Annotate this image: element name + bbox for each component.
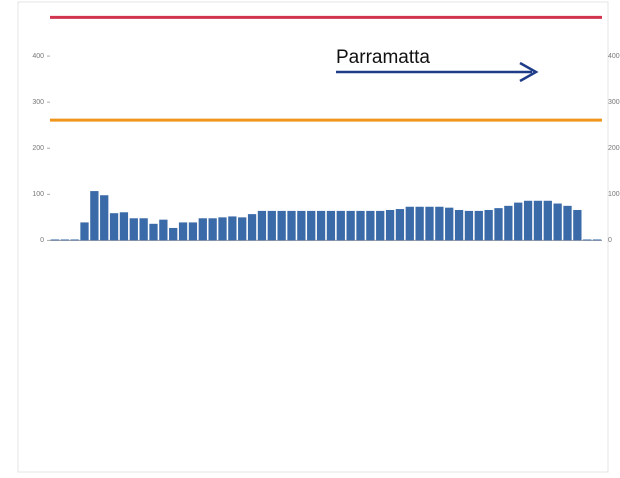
bar — [80, 222, 89, 241]
bar — [563, 205, 572, 241]
bar — [257, 210, 267, 241]
bar — [60, 239, 69, 241]
bar — [178, 222, 188, 241]
bar — [287, 210, 296, 241]
bar — [385, 209, 395, 241]
bar — [435, 206, 444, 241]
bar — [445, 207, 454, 241]
bar — [277, 210, 286, 241]
bar — [169, 227, 178, 241]
y2-tick-label: 400 — [608, 53, 620, 60]
bar — [90, 191, 99, 241]
bar — [238, 217, 247, 241]
bar — [336, 210, 345, 241]
y-tick-label: 200 — [32, 145, 44, 152]
bar — [129, 218, 138, 241]
bar — [376, 210, 385, 241]
annotation: Parramatta — [336, 47, 430, 68]
bar — [297, 210, 306, 241]
bar — [247, 214, 257, 241]
bar — [474, 210, 483, 241]
bar — [543, 200, 552, 241]
bar — [425, 206, 434, 241]
bar — [119, 212, 129, 241]
bar — [395, 209, 405, 241]
y2-tick-label: 300 — [608, 99, 620, 106]
bar — [415, 206, 424, 241]
y-tick-label: 0 — [40, 237, 44, 244]
bar — [366, 210, 375, 241]
bar — [533, 200, 543, 241]
bar — [109, 213, 119, 241]
y-tick-label: 300 — [32, 99, 44, 106]
bar — [267, 210, 276, 241]
frame — [17, 1, 609, 473]
bar — [70, 239, 79, 241]
bar — [326, 210, 336, 241]
y2-tick-label: 200 — [608, 145, 620, 152]
bar — [307, 210, 316, 241]
bar — [198, 218, 207, 241]
y2-tick-label: 100 — [608, 191, 620, 198]
bar — [553, 203, 562, 241]
bar — [50, 239, 60, 241]
bar — [464, 210, 474, 241]
bar — [583, 239, 592, 241]
bar — [218, 217, 227, 241]
bar — [159, 219, 168, 241]
bar — [405, 206, 414, 241]
bar — [100, 195, 109, 241]
y-tick-label: 400 — [32, 53, 44, 60]
bar — [208, 218, 217, 241]
bar — [573, 209, 582, 241]
y-tick-label: 100 — [32, 191, 44, 198]
bar — [316, 210, 326, 241]
bar — [139, 218, 148, 241]
bar — [484, 209, 493, 241]
bar — [454, 209, 464, 241]
bar — [188, 222, 198, 241]
y2-tick-label: 0 — [608, 237, 612, 244]
bar — [356, 210, 365, 241]
bar — [346, 210, 355, 241]
bar — [228, 216, 237, 241]
arrow-head — [519, 61, 539, 83]
bar — [149, 223, 158, 241]
bar — [523, 200, 533, 241]
bar — [494, 208, 503, 241]
bar — [514, 202, 523, 241]
bar — [504, 205, 513, 241]
bar — [592, 239, 602, 241]
